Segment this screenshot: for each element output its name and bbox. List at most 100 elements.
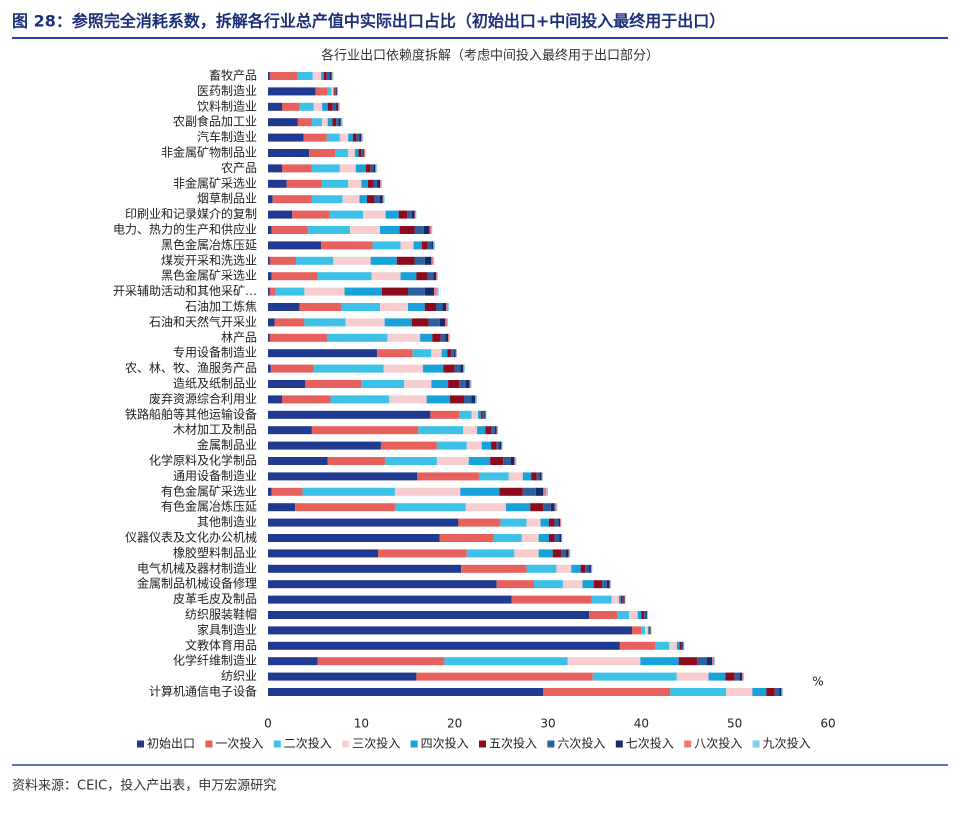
bar-segment <box>514 457 516 465</box>
bar-segment <box>445 333 449 342</box>
bar-segment <box>580 564 586 573</box>
bar-segment <box>334 87 336 96</box>
bar-segment <box>641 611 645 619</box>
bar-segment <box>329 210 364 219</box>
bar-segment <box>606 580 610 589</box>
legend-label: 四次投入 <box>421 736 469 751</box>
y-tick-label: 皮革毛皮及制品 <box>173 592 257 606</box>
y-tick-label: 化学原料及化学制品 <box>149 453 257 468</box>
bar-segment <box>742 672 744 681</box>
bar-segment <box>556 503 558 512</box>
bar-segment <box>591 595 612 604</box>
bar-segment <box>271 272 318 281</box>
bar-segment <box>477 426 486 435</box>
bar-segment <box>268 179 287 188</box>
bar-segment <box>491 426 495 435</box>
bar-segment <box>450 349 454 358</box>
bar-segment <box>268 564 462 573</box>
x-tick-label: 10 <box>354 717 369 731</box>
bar-segment <box>465 380 470 388</box>
bar-segment <box>416 272 428 281</box>
bar-segment <box>676 672 709 681</box>
bar-segment <box>268 503 296 512</box>
bar-segment <box>681 641 683 650</box>
bar-segment <box>530 503 544 512</box>
bar-segment <box>303 133 327 142</box>
bar-segment <box>268 472 418 481</box>
bar-segment <box>362 133 364 142</box>
y-tick-label: 烟草制品业 <box>197 192 257 206</box>
bar-segment <box>428 318 440 327</box>
bar-segment <box>554 503 557 512</box>
bar-segment <box>366 164 371 173</box>
bar-segment <box>361 380 405 388</box>
bar-segment <box>407 210 412 219</box>
bar-segment <box>382 195 384 204</box>
bar-segment <box>317 657 445 666</box>
bar-segment <box>478 410 481 419</box>
bar-segment <box>471 410 478 419</box>
bar-segment <box>568 549 570 558</box>
bar-segment <box>602 580 607 589</box>
bar-segment <box>380 441 437 450</box>
y-tick-label: 农、林、牧、渔服务产品 <box>125 360 257 375</box>
bar-segment <box>561 534 562 542</box>
bar-segment <box>427 272 434 281</box>
bar-segment <box>459 410 472 419</box>
bar-segment <box>554 518 559 527</box>
bar-segment <box>268 487 272 496</box>
legend-swatch <box>479 740 486 748</box>
bar-segment <box>725 672 735 681</box>
bar-segment <box>466 549 515 558</box>
bar-segment <box>363 149 365 157</box>
bar-segment <box>463 426 478 435</box>
bar-segment <box>271 487 303 496</box>
bar-segment <box>295 503 395 512</box>
bar-segment <box>543 487 547 496</box>
bar-segment <box>460 364 464 373</box>
bar-segment <box>361 179 368 188</box>
bar-segment <box>431 241 434 250</box>
bar-segment <box>436 272 437 281</box>
legend-label: 一次投入 <box>215 736 263 751</box>
bar-segment <box>496 580 534 589</box>
bar-segment <box>336 118 339 127</box>
bar-segment <box>434 287 437 296</box>
bar-segment <box>394 487 461 496</box>
bar-segment <box>358 149 362 157</box>
bar-segment <box>354 149 359 157</box>
bar-segment <box>469 380 471 388</box>
bar-segment <box>367 179 374 188</box>
bar-segment <box>622 595 624 604</box>
y-tick-label: 有色金属矿采选业 <box>161 483 257 498</box>
bar-segment <box>327 87 332 96</box>
bar-segment <box>515 457 517 465</box>
y-tick-label: 铁路船舶等其他运输设备 <box>125 406 257 421</box>
bar-segment <box>411 318 429 327</box>
bar-segment <box>478 472 509 481</box>
bar-segment <box>408 287 425 296</box>
bar-segment <box>433 272 436 281</box>
bar-segment <box>484 410 486 419</box>
bar-segment <box>384 318 412 327</box>
bar-segment <box>468 457 491 465</box>
y-tick-label: 林产品 <box>221 330 257 344</box>
bar-segment <box>493 534 522 542</box>
bar-segment <box>644 611 646 619</box>
bar-segment <box>268 534 440 542</box>
bar-segment <box>413 241 422 250</box>
bar-segment <box>370 256 397 265</box>
bar-segment <box>338 102 339 111</box>
bar-segment <box>431 380 449 388</box>
bar-segment <box>436 457 469 465</box>
legend-swatch <box>684 740 692 748</box>
bar-segment <box>417 472 479 481</box>
bar-segment <box>561 549 566 558</box>
bar-segment <box>450 395 464 404</box>
bar-segment <box>268 595 512 604</box>
bar-segment <box>269 333 328 342</box>
bar-segment <box>427 241 432 250</box>
bar-segment <box>447 349 451 358</box>
bar-segment <box>327 102 333 111</box>
y-tick-label: 畜牧产品 <box>209 68 257 83</box>
